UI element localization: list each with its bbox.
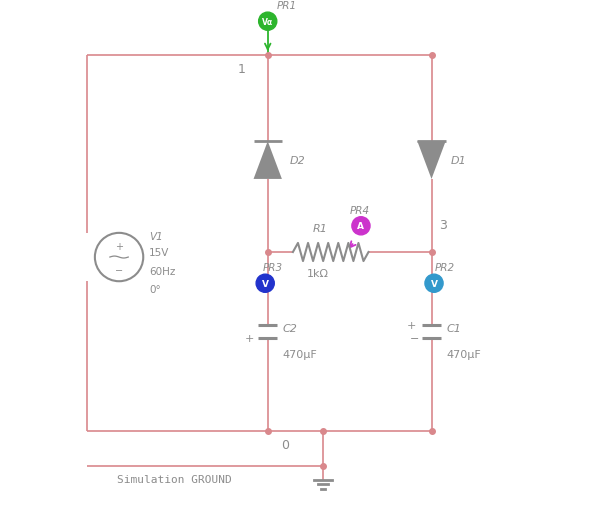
Text: 60Hz: 60Hz [149,267,176,276]
Polygon shape [418,142,445,180]
Text: PR2: PR2 [435,262,455,272]
Text: V: V [262,279,268,288]
Text: C1: C1 [446,323,461,333]
Text: C2: C2 [282,323,297,333]
Text: Simulation GROUND: Simulation GROUND [117,474,232,484]
Text: 470μF: 470μF [446,349,481,359]
Text: D1: D1 [451,156,467,166]
Text: −: − [115,265,123,275]
Circle shape [256,275,275,293]
Text: PR4: PR4 [350,205,370,215]
Text: PR1: PR1 [277,1,297,11]
Text: +: + [244,333,254,343]
Text: V: V [430,279,438,288]
Text: 1kΩ: 1kΩ [307,269,329,278]
Polygon shape [253,142,282,180]
Circle shape [259,13,277,31]
Text: Vα: Vα [262,18,273,26]
Text: PR3: PR3 [262,262,283,272]
Text: 470μF: 470μF [282,349,317,359]
Text: 1: 1 [237,63,245,75]
Text: −: − [410,333,419,343]
Circle shape [425,275,443,293]
Text: 3: 3 [439,218,447,231]
Text: V1: V1 [149,232,163,242]
Text: +: + [115,242,123,251]
Text: 0°: 0° [149,285,161,295]
Text: A: A [358,222,364,231]
Text: D2: D2 [290,156,305,166]
Text: R1: R1 [313,223,328,234]
Circle shape [352,217,370,235]
Text: +: + [407,321,416,330]
Text: 15V: 15V [149,247,170,258]
Text: 0: 0 [281,439,289,451]
